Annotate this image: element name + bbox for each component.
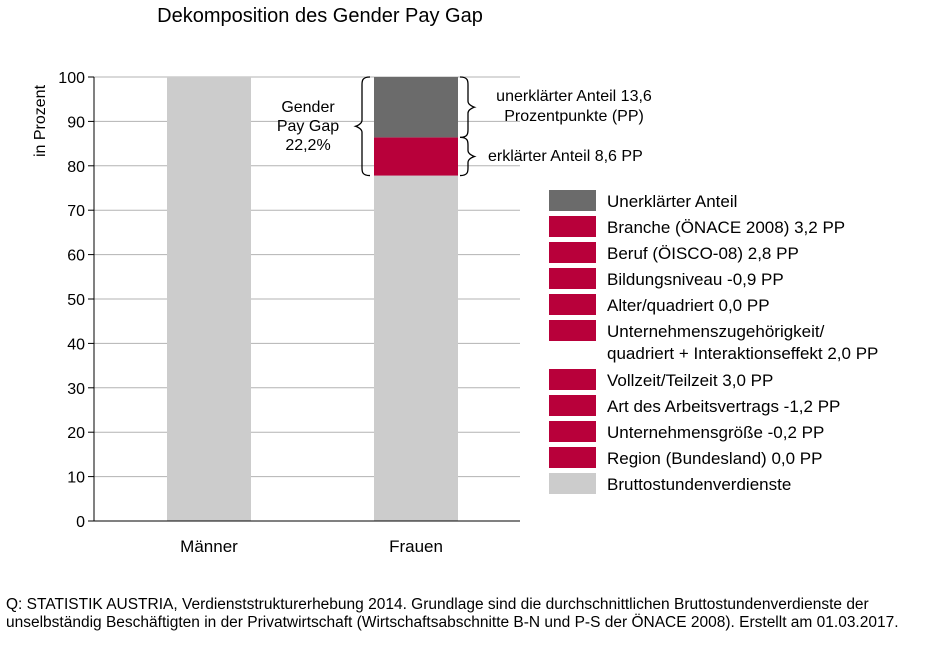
y-tick-label: 0 <box>76 514 85 531</box>
legend-label: Unerklärter Anteil <box>607 192 737 211</box>
y-tick-label: 30 <box>67 381 85 398</box>
legend-label: Alter/quadriert 0,0 PP <box>607 296 770 315</box>
unexplained-brace <box>459 76 477 139</box>
y-axis-label: in Prozent <box>32 84 49 157</box>
legend-swatch <box>549 421 596 442</box>
legend-label: Art des Arbeitsvertrags -1,2 PP <box>607 397 840 416</box>
legend-label: Bildungsniveau -0,9 PP <box>607 270 784 289</box>
y-tick-labels: 0 10 20 30 40 50 60 70 80 90 100 <box>58 70 94 531</box>
legend-swatch <box>549 369 596 390</box>
legend-swatch <box>549 242 596 263</box>
chart-title: Dekomposition des Gender Pay Gap <box>157 5 483 27</box>
y-tick-label: 80 <box>67 159 85 176</box>
bar-bruttostundenverdienste-1 <box>374 175 458 521</box>
y-tick-label: 50 <box>67 292 85 309</box>
gap-annotation: Gender Pay Gap 22,2% <box>277 99 339 154</box>
legend-swatch <box>549 268 596 289</box>
legend-label: Unternehmenszugehörigkeit/quadriert + In… <box>607 322 878 363</box>
bars <box>167 77 458 521</box>
legend-swatch <box>549 395 596 416</box>
legend-swatch <box>549 294 596 315</box>
y-tick-label: 40 <box>67 336 85 353</box>
bar-unerkl-rter-anteil-1 <box>374 77 458 138</box>
annotations: Gender Pay Gap 22,2% unerklärter Anteil 13,… <box>277 76 652 177</box>
bar-bruttostundenverdienste-0 <box>167 77 251 521</box>
legend-swatch <box>549 473 596 494</box>
y-tick-label: 60 <box>67 248 85 265</box>
legend-swatch <box>549 216 596 237</box>
y-tick-label: 10 <box>67 470 85 487</box>
unexplained-annotation: unerklärter Anteil 13,6 Prozentpunkte (PP… <box>496 88 652 125</box>
gender-pay-gap-chart: Dekomposition des Gender Pay Gap in Proz… <box>32 5 878 556</box>
explained-annotation: erklärter Anteil 8,6 PP <box>488 148 643 165</box>
x-tick-labels: Männer Frauen <box>180 537 443 556</box>
x-tick-label: Frauen <box>389 537 443 556</box>
legend-label: Vollzeit/Teilzeit 3,0 PP <box>607 371 773 390</box>
legend: Unerklärter Anteil Branche (ÖNACE 2008) 3… <box>549 190 878 494</box>
legend-label: Region (Bundesland) 0,0 PP <box>607 449 822 468</box>
y-tick-label: 90 <box>67 114 85 131</box>
y-tick-label: 100 <box>58 70 85 87</box>
legend-label: Branche (ÖNACE 2008) 3,2 PP <box>607 218 845 237</box>
x-tick-label: Männer <box>180 537 238 556</box>
bar-erkl-rter-anteil-1 <box>374 137 458 176</box>
legend-label: Unternehmensgröße -0,2 PP <box>607 423 824 442</box>
legend-swatch <box>549 447 596 468</box>
y-tick-label: 20 <box>67 425 85 442</box>
legend-swatch <box>549 320 596 341</box>
legend-label: Beruf (ÖISCO-08) 2,8 PP <box>607 244 799 263</box>
source-note: Q: STATISTIK AUSTRIA, Verdienststrukture… <box>6 596 899 631</box>
legend-label: Bruttostundenverdienste <box>607 475 791 494</box>
y-tick-label: 70 <box>67 203 85 220</box>
explained-brace <box>459 136 477 177</box>
legend-swatch <box>549 190 596 211</box>
gap-brace <box>353 76 371 177</box>
